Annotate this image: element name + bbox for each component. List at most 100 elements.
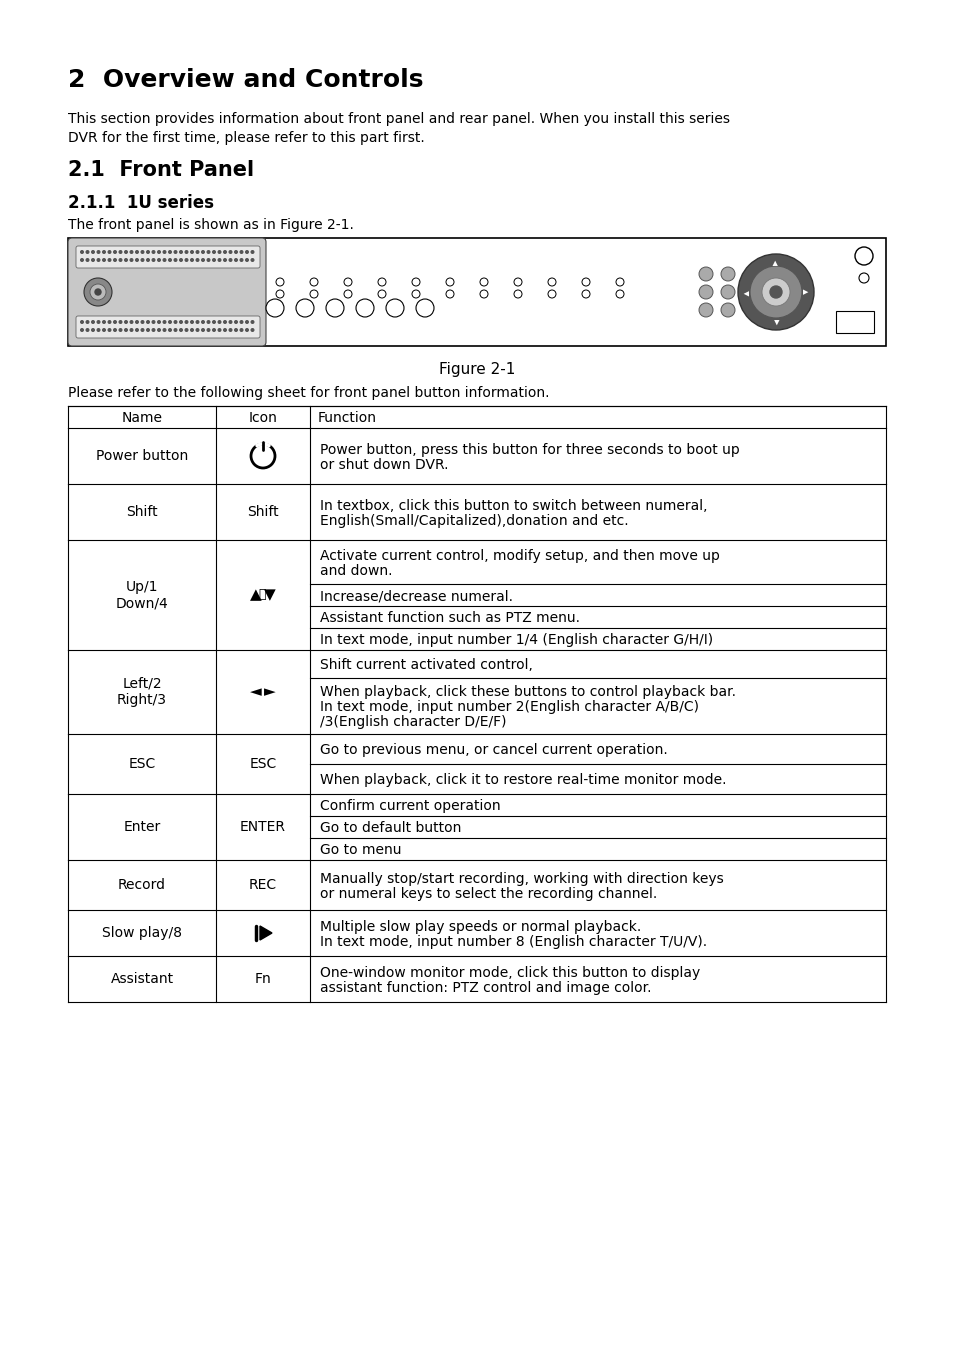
Text: ▼: ▼ (264, 587, 275, 602)
Text: Power button: Power button (95, 450, 188, 463)
Text: In text mode, input number 1/4 (English character G/H/I): In text mode, input number 1/4 (English … (319, 633, 713, 647)
Circle shape (152, 259, 154, 262)
Circle shape (616, 290, 623, 298)
Circle shape (157, 321, 160, 323)
Circle shape (147, 321, 149, 323)
Text: ►: ► (264, 684, 275, 699)
Circle shape (113, 328, 116, 331)
Circle shape (196, 321, 198, 323)
Circle shape (699, 285, 712, 298)
Circle shape (207, 328, 210, 331)
Circle shape (91, 251, 94, 254)
Text: 、: 、 (258, 589, 266, 602)
Circle shape (81, 328, 83, 331)
Circle shape (125, 259, 127, 262)
Circle shape (251, 321, 253, 323)
Circle shape (108, 259, 111, 262)
Circle shape (616, 278, 623, 286)
Circle shape (147, 259, 149, 262)
Circle shape (213, 259, 215, 262)
Text: /3(English character D/E/F): /3(English character D/E/F) (319, 716, 506, 729)
Circle shape (84, 278, 112, 306)
Circle shape (310, 278, 317, 286)
Text: Assistant function such as PTZ menu.: Assistant function such as PTZ menu. (319, 612, 579, 625)
Circle shape (581, 278, 589, 286)
Circle shape (749, 266, 801, 319)
Circle shape (213, 328, 215, 331)
Text: Up/1
Down/4: Up/1 Down/4 (115, 580, 168, 610)
Circle shape (720, 285, 734, 298)
Text: In text mode, input number 8 (English character T/U/V).: In text mode, input number 8 (English ch… (319, 936, 706, 949)
Circle shape (201, 251, 204, 254)
Circle shape (229, 251, 232, 254)
Circle shape (179, 251, 182, 254)
Circle shape (191, 259, 193, 262)
Circle shape (119, 321, 122, 323)
Text: or numeral keys to select the recording channel.: or numeral keys to select the recording … (319, 887, 657, 900)
FancyBboxPatch shape (68, 238, 266, 346)
Circle shape (251, 259, 253, 262)
Circle shape (174, 259, 176, 262)
Circle shape (344, 290, 352, 298)
Circle shape (446, 278, 454, 286)
Circle shape (246, 328, 248, 331)
Text: ▲: ▲ (250, 587, 262, 602)
Circle shape (119, 259, 122, 262)
Circle shape (377, 290, 386, 298)
Text: English(Small/Capitalized),donation and etc.: English(Small/Capitalized),donation and … (319, 514, 628, 528)
Circle shape (152, 328, 154, 331)
Circle shape (377, 278, 386, 286)
Text: Function: Function (317, 410, 376, 425)
Circle shape (135, 321, 138, 323)
Circle shape (251, 444, 274, 468)
Circle shape (169, 259, 172, 262)
Circle shape (157, 259, 160, 262)
Circle shape (386, 298, 403, 317)
Circle shape (103, 259, 105, 262)
Circle shape (310, 290, 317, 298)
Circle shape (95, 289, 101, 296)
Circle shape (86, 251, 89, 254)
Circle shape (251, 251, 253, 254)
Circle shape (103, 321, 105, 323)
Text: Shift: Shift (247, 505, 278, 518)
Text: Please refer to the following sheet for front panel button information.: Please refer to the following sheet for … (68, 386, 549, 400)
Text: Icon: Icon (249, 410, 277, 425)
Text: ESC: ESC (129, 757, 155, 771)
Text: Assistant: Assistant (111, 972, 173, 986)
Circle shape (163, 251, 166, 254)
Circle shape (125, 321, 127, 323)
Circle shape (769, 286, 781, 298)
Circle shape (275, 278, 284, 286)
Circle shape (163, 328, 166, 331)
Circle shape (141, 259, 144, 262)
Circle shape (355, 298, 374, 317)
Circle shape (234, 321, 237, 323)
Circle shape (191, 328, 193, 331)
Circle shape (97, 328, 100, 331)
Circle shape (141, 328, 144, 331)
Circle shape (207, 259, 210, 262)
Polygon shape (260, 926, 272, 940)
Circle shape (234, 259, 237, 262)
Circle shape (240, 321, 243, 323)
Circle shape (196, 328, 198, 331)
Circle shape (163, 259, 166, 262)
Text: When playback, click it to restore real-time monitor mode.: When playback, click it to restore real-… (319, 774, 726, 787)
Circle shape (234, 251, 237, 254)
Text: Slow play/8: Slow play/8 (102, 926, 182, 940)
FancyBboxPatch shape (76, 316, 260, 338)
Circle shape (218, 321, 220, 323)
Bar (835, 310, 873, 333)
Text: In textbox, click this button to switch between numeral,: In textbox, click this button to switch … (319, 500, 707, 513)
Text: 2  Overview and Controls: 2 Overview and Controls (68, 68, 423, 92)
Circle shape (412, 278, 419, 286)
Text: Confirm current operation: Confirm current operation (319, 799, 500, 813)
Text: Figure 2-1: Figure 2-1 (438, 362, 515, 377)
Circle shape (147, 328, 149, 331)
Circle shape (169, 251, 172, 254)
Bar (68, 238, 885, 346)
Circle shape (196, 259, 198, 262)
Circle shape (86, 321, 89, 323)
Circle shape (91, 259, 94, 262)
